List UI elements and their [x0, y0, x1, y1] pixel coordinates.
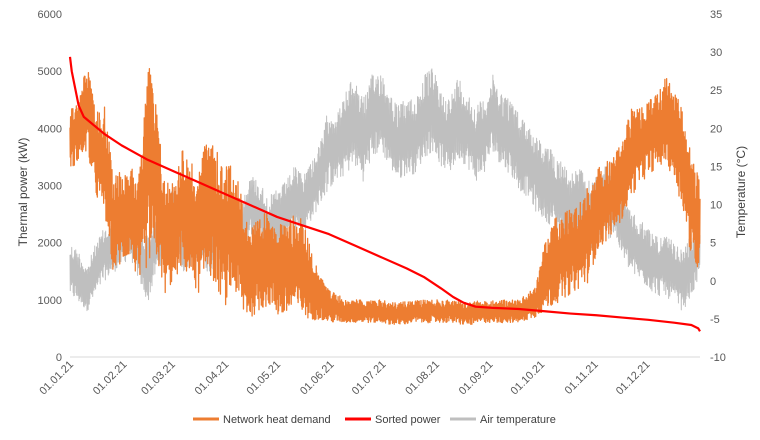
y2-tick-label: -10 — [710, 352, 726, 364]
y2-tick-label: -5 — [710, 314, 720, 326]
left-axis-ticks: 0 1000 2000 3000 4000 5000 6000 — [38, 9, 62, 364]
right-axis-title: Temperature (°C) — [734, 146, 748, 238]
y2-tick-label: 0 — [710, 276, 716, 288]
left-axis-title: Thermal power (kW) — [16, 138, 30, 247]
y-tick-label: 1000 — [38, 295, 62, 307]
y2-tick-label: 35 — [710, 9, 722, 21]
y2-tick-label: 30 — [710, 47, 722, 59]
sorted-power-line — [68, 56, 701, 332]
y-tick-label: 4000 — [38, 123, 62, 135]
right-axis-ticks: -10 -5 0 5 10 15 20 25 30 35 — [710, 9, 726, 364]
sorted-power-series — [68, 56, 701, 332]
y-tick-label: 3000 — [38, 181, 62, 193]
y-tick-label: 0 — [56, 352, 62, 364]
network-heat-demand-line — [69, 67, 701, 325]
y2-tick-label: 10 — [710, 200, 722, 212]
y-tick-label: 2000 — [38, 238, 62, 250]
y2-tick-label: 20 — [710, 123, 722, 135]
legend: Network heat demand Sorted power Air tem… — [193, 414, 556, 426]
legend-label-sorted-power: Sorted power — [375, 414, 441, 426]
y2-tick-label: 25 — [710, 85, 722, 97]
network-heat-demand-series — [69, 67, 701, 325]
y2-tick-label: 5 — [710, 238, 716, 250]
y-tick-label: 5000 — [38, 66, 62, 78]
y-tick-label: 6000 — [38, 9, 62, 21]
legend-label-network-heat-demand: Network heat demand — [223, 414, 331, 426]
legend-label-air-temperature: Air temperature — [480, 414, 556, 426]
y2-tick-label: 15 — [710, 161, 722, 173]
